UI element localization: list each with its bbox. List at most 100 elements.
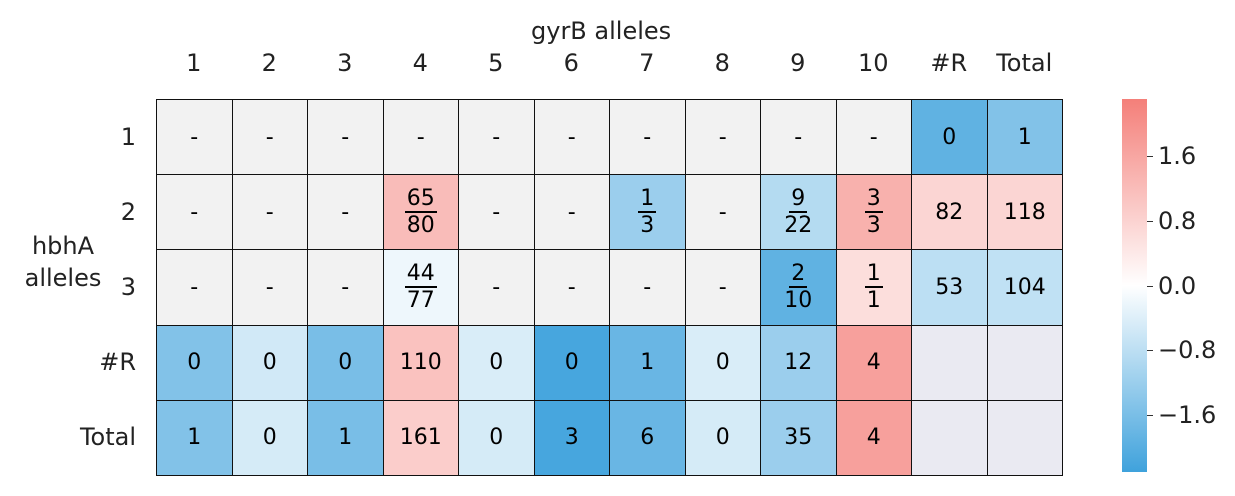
fraction-denominator: 3: [640, 213, 655, 239]
cell-value: 1: [338, 425, 353, 451]
cell-value: 0: [187, 350, 202, 376]
heatmap-cell-3-7: -: [609, 249, 686, 326]
fraction-numerator: 44: [404, 262, 437, 289]
cell-value: 4: [866, 350, 881, 376]
missing-marker: -: [341, 199, 350, 225]
missing-marker: -: [869, 124, 878, 150]
fraction-value: 2 10: [784, 262, 812, 312]
cell-value: 35: [784, 425, 813, 451]
missing-marker: -: [492, 274, 501, 300]
missing-marker: -: [794, 124, 803, 150]
colorbar-tick-mark: [1147, 350, 1153, 351]
heatmap-cell-5-8: 0: [684, 399, 761, 476]
heatmap-cell-5-5: 0: [458, 399, 535, 476]
heatmap-cell-5-4: 161: [382, 399, 459, 476]
fraction-denominator: 10: [784, 288, 813, 314]
fraction-denominator: 80: [406, 213, 435, 239]
heatmap-cell-2-9: 9 22: [760, 174, 837, 251]
heatmap-cell-4-8: 0: [684, 324, 761, 401]
cell-value: 0: [489, 425, 504, 451]
heatmap-cell-4-12: [986, 324, 1063, 401]
missing-marker: -: [265, 274, 274, 300]
cell-value: 1: [187, 425, 202, 451]
fraction-numerator: 3: [864, 187, 883, 214]
x-tick-label: #R: [930, 49, 968, 77]
fraction-numerator: 9: [789, 187, 808, 214]
cell-value: 110: [399, 350, 442, 376]
heatmap-cell-2-6: -: [533, 174, 610, 251]
heatmap-cell-1-4: -: [382, 99, 459, 176]
heatmap-cell-1-12: 1: [986, 99, 1063, 176]
heatmap-cell-2-8: -: [684, 174, 761, 251]
heatmap-cell-1-1: -: [156, 99, 233, 176]
missing-marker: -: [718, 124, 727, 150]
x-axis-title: gyrB alleles: [531, 17, 672, 45]
heatmap-cell-2-2: -: [231, 174, 308, 251]
heatmap-cell-5-7: 6: [609, 399, 686, 476]
cell-value: 161: [399, 425, 442, 451]
missing-marker: -: [190, 199, 199, 225]
heatmap-cell-4-2: 0: [231, 324, 308, 401]
heatmap-cell-3-2: -: [231, 249, 308, 326]
fraction-denominator: 3: [866, 213, 881, 239]
colorbar-tick-label: 0.0: [1158, 272, 1197, 300]
heatmap-cell-5-2: 0: [231, 399, 308, 476]
colorbar-tick-mark: [1147, 156, 1153, 157]
heatmap-cell-1-5: -: [458, 99, 535, 176]
heatmap-cell-4-10: 4: [835, 324, 912, 401]
heatmap-cell-2-3: -: [307, 174, 384, 251]
cell-value: 0: [489, 350, 504, 376]
heatmap-cell-1-7: -: [609, 99, 686, 176]
heatmap-cell-1-2: -: [231, 99, 308, 176]
heatmap-cell-3-5: -: [458, 249, 535, 326]
cell-value: 0: [564, 350, 579, 376]
fraction-value: 9 22: [784, 187, 812, 237]
heatmap-cell-3-11: 53: [911, 249, 988, 326]
missing-marker: -: [567, 274, 576, 300]
colorbar-tick-mark: [1147, 415, 1153, 416]
cell-value: 4: [866, 425, 881, 451]
heatmap-cell-1-11: 0: [911, 99, 988, 176]
heatmap-cell-1-6: -: [533, 99, 610, 176]
cell-value: 0: [942, 124, 957, 150]
fraction-denominator: 1: [866, 288, 881, 314]
missing-marker: -: [190, 124, 199, 150]
heatmap-cell-4-4: 110: [382, 324, 459, 401]
cell-value: 104: [1003, 274, 1046, 300]
fraction-numerator: 2: [789, 262, 808, 289]
fraction-numerator: 1: [638, 187, 657, 214]
x-tick-label: 8: [714, 49, 730, 77]
heatmap-cell-1-9: -: [760, 99, 837, 176]
heatmap-cell-3-3: -: [307, 249, 384, 326]
heatmap-cell-4-3: 0: [307, 324, 384, 401]
heatmap-cell-4-11: [911, 324, 988, 401]
heatmap-cell-1-8: -: [684, 99, 761, 176]
missing-marker: -: [567, 199, 576, 225]
heatmap-cell-2-11: 82: [911, 174, 988, 251]
colorbar-tick-label: 0.8: [1158, 207, 1197, 235]
cell-value: 1: [1017, 124, 1032, 150]
heatmap-cell-4-7: 1: [609, 324, 686, 401]
heatmap-cell-2-4: 65 80: [382, 174, 459, 251]
cell-value: 0: [715, 350, 730, 376]
heatmap-cell-3-6: -: [533, 249, 610, 326]
colorbar: [1122, 99, 1147, 472]
missing-marker: -: [718, 199, 727, 225]
x-tick-label: 1: [186, 49, 202, 77]
fraction-value: 65 80: [404, 187, 437, 239]
cell-value: 0: [262, 350, 277, 376]
fraction-denominator: 77: [406, 288, 435, 314]
cell-value: 53: [935, 274, 964, 300]
y-tick-label: #R: [99, 348, 136, 377]
heatmap-cell-3-1: -: [156, 249, 233, 326]
colorbar-tick-label: −0.8: [1158, 336, 1217, 364]
heatmap-cell-5-9: 35: [760, 399, 837, 476]
x-tick-label: 5: [488, 49, 504, 77]
y-axis-title: hbhA alleles: [24, 232, 102, 293]
heatmap-cell-3-12: 104: [986, 249, 1063, 326]
missing-marker: -: [492, 124, 501, 150]
